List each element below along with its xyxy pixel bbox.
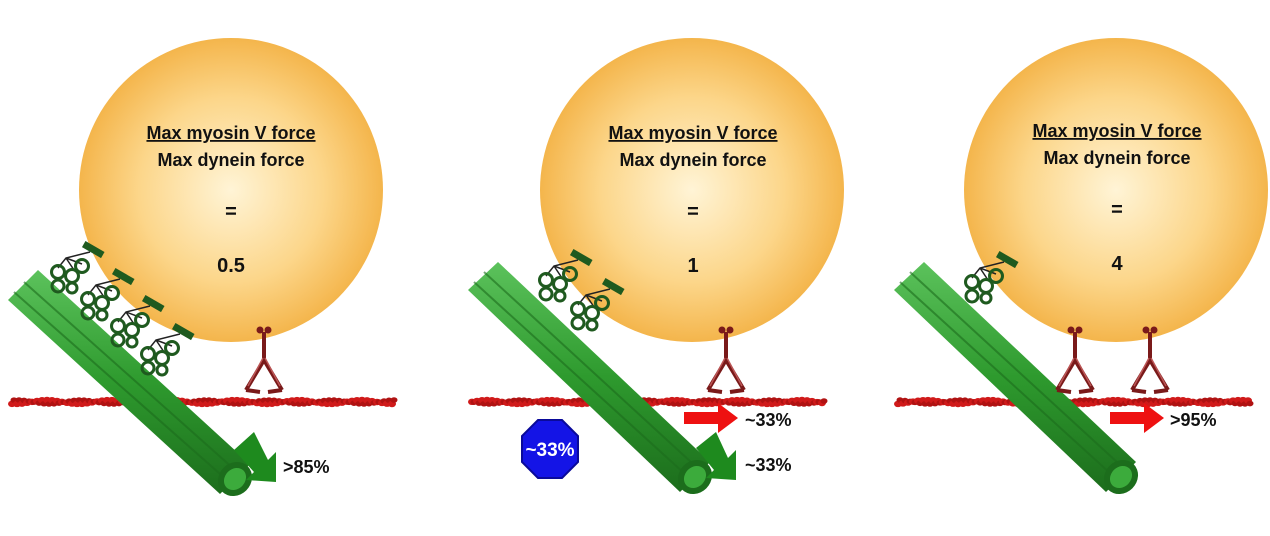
dynein-outcome-label: ~33% bbox=[745, 455, 792, 475]
panel-3: Max myosin V force Max dynein force = 4 … bbox=[894, 38, 1268, 495]
actin-filament bbox=[8, 396, 398, 408]
cargo-bead bbox=[540, 38, 844, 342]
dynein-motor bbox=[50, 241, 105, 295]
ratio-numerator: Max myosin V force bbox=[146, 123, 315, 143]
dynein-direction-arrow bbox=[696, 432, 736, 480]
myosin-v-motor bbox=[244, 326, 284, 394]
myosin-v-motor bbox=[706, 326, 746, 394]
panel-1: Max myosin V force Max dynein force = 0.… bbox=[8, 38, 398, 497]
myosin-outcome-label: >95% bbox=[1170, 410, 1217, 430]
panel-2: Max myosin V force Max dynein force = 1 … bbox=[468, 38, 844, 495]
ratio-denominator: Max dynein force bbox=[157, 150, 304, 170]
ratio-denominator: Max dynein force bbox=[619, 150, 766, 170]
myosin-v-motor bbox=[1130, 326, 1170, 394]
ratio-numerator: Max myosin V force bbox=[1032, 121, 1201, 141]
dynein-outcome-label: >85% bbox=[283, 457, 330, 477]
microtubule bbox=[894, 262, 1139, 495]
cargo-bead bbox=[79, 38, 383, 342]
dynein-motor bbox=[80, 268, 135, 322]
microtubule bbox=[468, 262, 713, 495]
myosin-outcome-label: ~33% bbox=[745, 410, 792, 430]
cargo-bead bbox=[964, 38, 1268, 342]
equals-sign: = bbox=[1111, 199, 1123, 221]
equals-sign: = bbox=[225, 201, 237, 223]
dynein-motor bbox=[538, 249, 593, 303]
myosin-direction-arrow bbox=[684, 403, 738, 433]
myosin-v-motor bbox=[1055, 326, 1095, 394]
ratio-numerator: Max myosin V force bbox=[608, 123, 777, 143]
stop-label: ~33% bbox=[525, 440, 574, 461]
dynein-motor bbox=[964, 251, 1019, 305]
ratio-denominator: Max dynein force bbox=[1043, 148, 1190, 168]
dynein-motor bbox=[140, 323, 195, 377]
dynein-motor bbox=[110, 295, 165, 349]
dynein-motor bbox=[570, 278, 625, 332]
force-ratio-value: 0.5 bbox=[217, 255, 245, 277]
stop-sign: ~33% bbox=[521, 419, 579, 479]
force-ratio-value: 1 bbox=[687, 255, 698, 277]
microtubule bbox=[8, 270, 253, 497]
myosin-direction-arrow bbox=[1110, 403, 1164, 433]
force-ratio-value: 4 bbox=[1111, 253, 1123, 275]
dynein-direction-arrow bbox=[234, 432, 276, 482]
equals-sign: = bbox=[687, 201, 699, 223]
